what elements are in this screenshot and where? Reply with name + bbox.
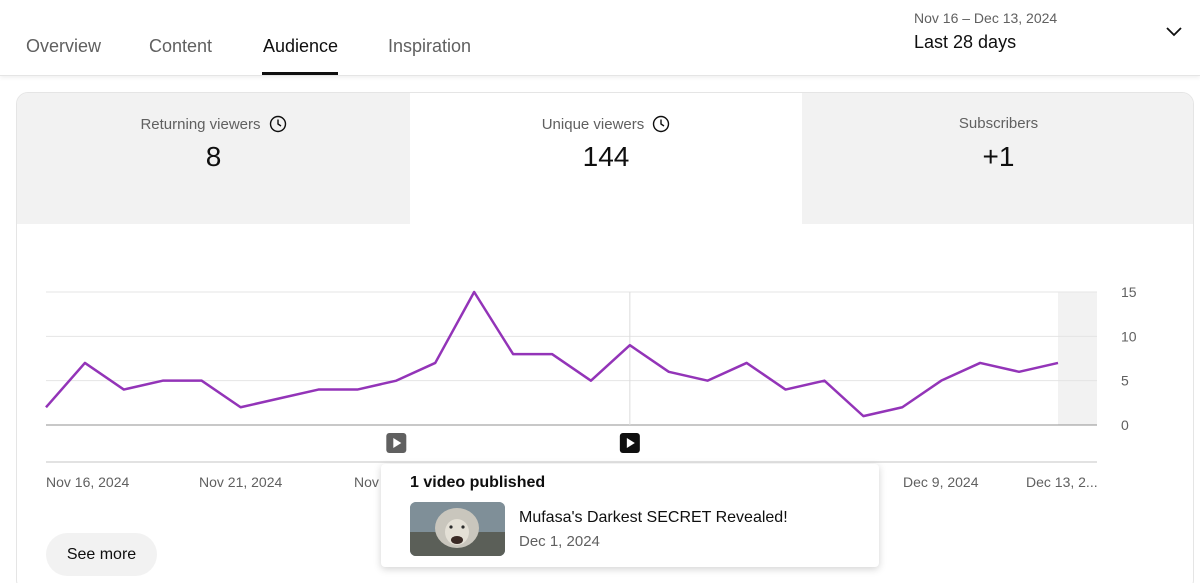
- data-point[interactable]: [510, 351, 516, 357]
- tab-overview[interactable]: Overview: [26, 36, 102, 56]
- video-published-tooltip: 1 video published Mufasa's Darkest SECRE…: [381, 464, 879, 567]
- data-point[interactable]: [199, 378, 205, 384]
- y-tick-label: 15: [1121, 284, 1137, 300]
- x-tick-label: Dec 9, 2024: [903, 474, 979, 490]
- metric-subscribers[interactable]: Subscribers +1: [802, 93, 1193, 224]
- data-point[interactable]: [43, 404, 49, 410]
- x-tick-label: Nov 21, 2024: [199, 474, 282, 490]
- metric-label: Unique viewers: [541, 115, 645, 133]
- date-range-text[interactable]: Nov 16 – Dec 13, 2024: [914, 10, 1058, 26]
- video-published-marker[interactable]: [619, 433, 640, 453]
- data-point[interactable]: [783, 387, 789, 393]
- data-point[interactable]: [744, 360, 750, 366]
- y-tick-label: 5: [1121, 373, 1129, 389]
- active-tab-indicator: [262, 72, 338, 75]
- current-period-shade: [1058, 292, 1097, 425]
- data-point[interactable]: [121, 387, 127, 393]
- data-point[interactable]: [860, 413, 866, 419]
- date-period-text[interactable]: Last 28 days: [914, 32, 1017, 52]
- metric-label: Subscribers: [958, 115, 1039, 132]
- clock-icon[interactable]: [269, 115, 287, 133]
- y-tick-label: 0: [1121, 417, 1129, 433]
- data-point[interactable]: [899, 404, 905, 410]
- metric-value: 8: [205, 141, 222, 172]
- y-tick-label: 10: [1121, 328, 1137, 344]
- tab-audience[interactable]: Audience: [263, 36, 339, 56]
- data-point[interactable]: [393, 378, 399, 384]
- tooltip-heading: 1 video published: [410, 474, 546, 491]
- data-point[interactable]: [821, 378, 827, 384]
- series-line: [45, 290, 1059, 418]
- see-more-button[interactable]: See more: [46, 533, 157, 576]
- video-title[interactable]: Mufasa's Darkest SECRET Revealed!: [519, 509, 788, 526]
- metric-value: +1: [982, 141, 1015, 172]
- metric-unique-viewers[interactable]: Unique viewers 144: [410, 93, 802, 224]
- data-point[interactable]: [277, 395, 283, 401]
- clock-icon[interactable]: [652, 115, 670, 133]
- data-point[interactable]: [82, 360, 88, 366]
- video-published-marker[interactable]: [386, 433, 407, 453]
- data-point[interactable]: [432, 360, 438, 366]
- data-point[interactable]: [938, 378, 944, 384]
- x-tick-label: Nov: [354, 474, 379, 490]
- chevron-down-icon[interactable]: [1164, 24, 1184, 40]
- data-point[interactable]: [549, 351, 555, 357]
- video-thumbnail[interactable]: [410, 502, 505, 556]
- metric-label: Returning viewers: [140, 115, 261, 133]
- data-point[interactable]: [705, 378, 711, 384]
- data-point[interactable]: [238, 404, 244, 410]
- metric-value: 144: [582, 141, 630, 172]
- data-point[interactable]: [977, 360, 983, 366]
- tab-inspiration[interactable]: Inspiration: [388, 36, 472, 56]
- top-bar: Overview Content Audience Inspiration No…: [0, 0, 1200, 76]
- data-point[interactable]: [160, 378, 166, 384]
- data-point[interactable]: [588, 378, 594, 384]
- metric-returning-viewers[interactable]: Returning viewers 8: [17, 93, 410, 224]
- x-tick-label: Nov 16, 2024: [46, 474, 129, 490]
- data-point[interactable]: [1055, 360, 1061, 366]
- data-point[interactable]: [315, 387, 321, 393]
- video-date: Dec 1, 2024: [519, 533, 600, 550]
- data-point[interactable]: [471, 289, 477, 295]
- data-point[interactable]: [666, 369, 672, 375]
- data-point[interactable]: [627, 342, 633, 348]
- data-point[interactable]: [1016, 369, 1022, 375]
- data-point[interactable]: [354, 387, 360, 393]
- tab-content[interactable]: Content: [149, 36, 213, 56]
- x-tick-label: Dec 13, 2...: [1026, 474, 1098, 490]
